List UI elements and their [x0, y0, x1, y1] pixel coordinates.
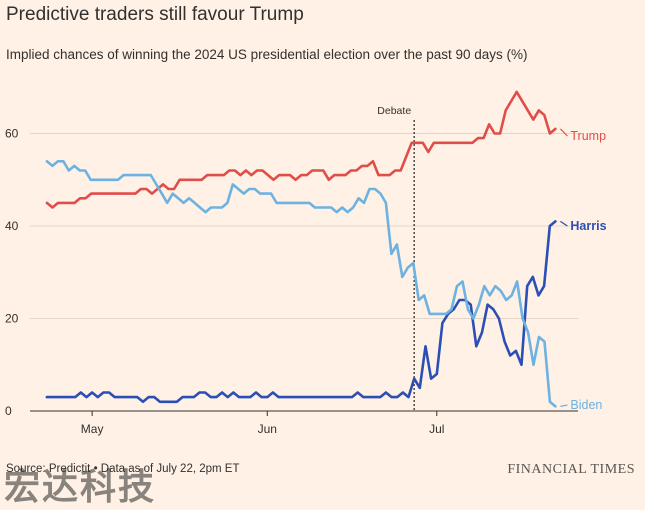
source-note: Source: Predictit • Data as of July 22, … [6, 463, 240, 475]
chart-title: Predictive traders still favour Trump [6, 4, 304, 25]
debate-label: Debate [377, 105, 411, 117]
series-line-harris [45, 220, 557, 404]
chart-subtitle: Implied chances of winning the 2024 US p… [6, 47, 528, 62]
line-chart: 0 20 40 60 May Jun Jul Debate Trump Harris Bide… [5, 90, 607, 436]
y-tick-label: 40 [5, 219, 19, 233]
series-label-leader [560, 404, 568, 407]
series-label-harris: Harris [570, 219, 606, 233]
series-lines [45, 90, 557, 408]
series-label-leader [560, 220, 568, 227]
series-label-trump: Trump [570, 129, 606, 143]
series-line-biden [45, 160, 557, 408]
series-label-biden: Biden [570, 398, 602, 412]
series-line-trump [45, 90, 557, 209]
x-tick-label: Jul [429, 422, 444, 436]
ft-logo-text: FINANCIAL TIMES [507, 462, 635, 477]
y-tick-label: 60 [5, 127, 19, 141]
y-tick-label: 0 [5, 404, 12, 418]
series-label-leader [559, 128, 568, 137]
gridlines: 0 20 40 60 [5, 127, 578, 418]
series-labels: Trump Harris Biden [559, 128, 607, 412]
x-axis: May Jun Jul [81, 411, 444, 436]
x-tick-label: May [81, 422, 104, 436]
x-tick-label: Jun [258, 422, 277, 436]
y-tick-label: 20 [5, 312, 19, 326]
